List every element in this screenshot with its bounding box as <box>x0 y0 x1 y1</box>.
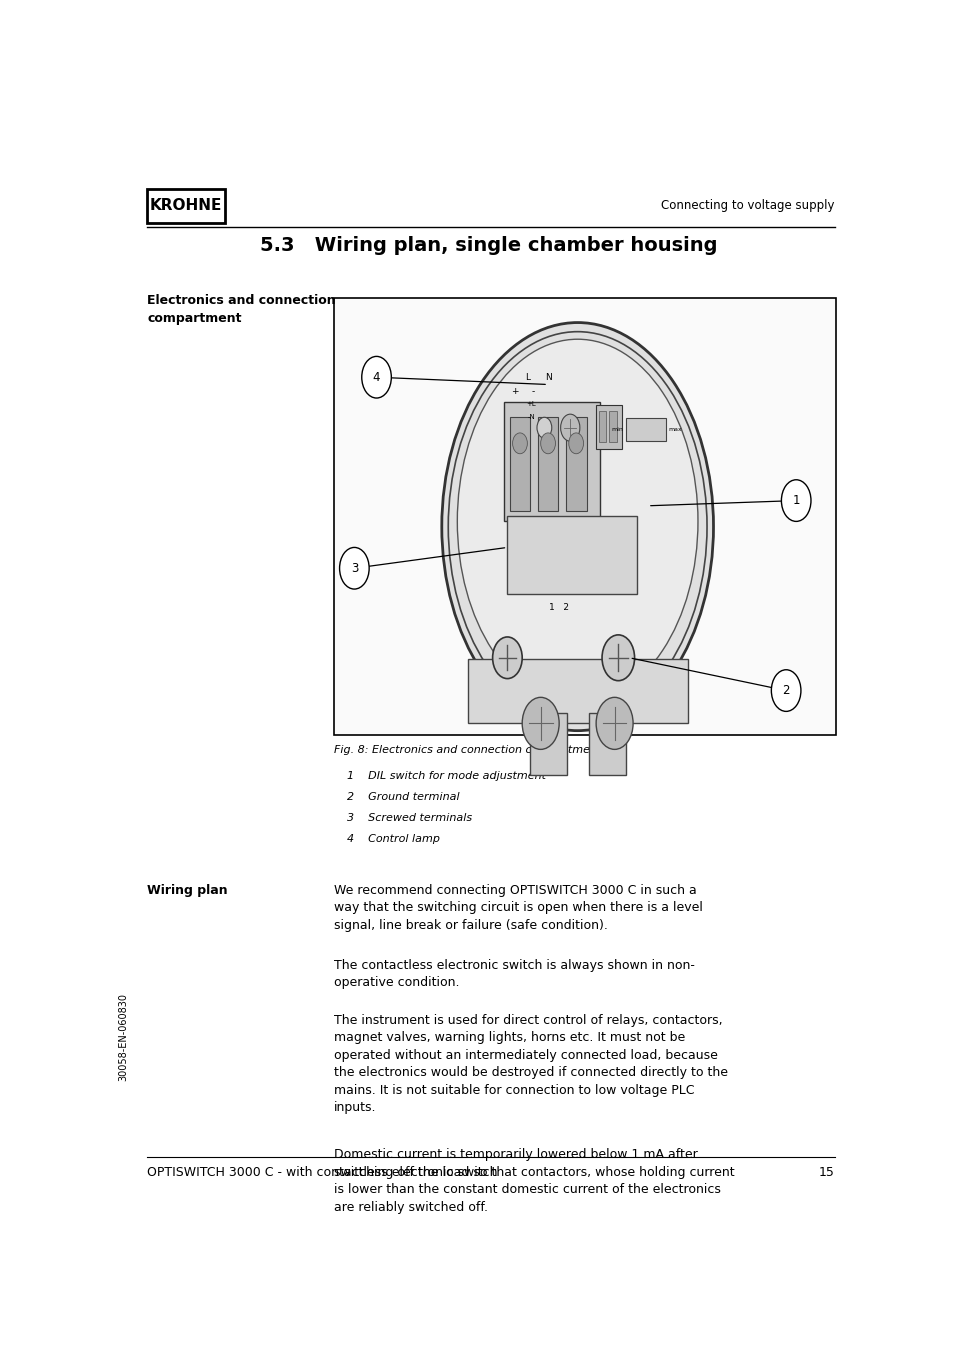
Text: L: L <box>525 373 530 383</box>
Bar <box>529 713 566 775</box>
Text: Domestic current is temporarily lowered below 1 mA after
switching off the load : Domestic current is temporarily lowered … <box>334 1148 734 1214</box>
Bar <box>509 418 530 511</box>
Text: 1    DIL switch for mode adjustment: 1 DIL switch for mode adjustment <box>347 771 545 781</box>
Text: 4: 4 <box>373 370 380 384</box>
Text: 5.3   Wiring plan, single chamber housing: 5.3 Wiring plan, single chamber housing <box>260 237 717 256</box>
Text: -: - <box>531 387 535 396</box>
Text: 2    Ground terminal: 2 Ground terminal <box>347 792 459 802</box>
Text: 3    Screwed terminals: 3 Screwed terminals <box>347 813 472 823</box>
Text: 2: 2 <box>781 684 789 698</box>
Circle shape <box>492 637 521 679</box>
Text: OPTISWITCH 3000 C - with contactless electronic switch: OPTISWITCH 3000 C - with contactless ele… <box>147 1165 497 1179</box>
Bar <box>565 418 586 511</box>
Text: +: + <box>511 387 518 396</box>
Text: 1: 1 <box>792 493 800 507</box>
Bar <box>507 516 636 595</box>
Circle shape <box>560 414 579 441</box>
Bar <box>334 297 836 735</box>
Text: 4    Control lamp: 4 Control lamp <box>347 834 439 844</box>
Text: 30058-EN-060830: 30058-EN-060830 <box>118 992 129 1080</box>
Ellipse shape <box>441 323 713 730</box>
Circle shape <box>568 433 583 454</box>
Ellipse shape <box>448 331 706 722</box>
Circle shape <box>771 669 801 711</box>
Text: We recommend connecting OPTISWITCH 3000 C in such a
way that the switching circu: We recommend connecting OPTISWITCH 3000 … <box>334 884 701 932</box>
Text: min: min <box>611 427 623 433</box>
Text: KROHNE: KROHNE <box>150 199 222 214</box>
Bar <box>625 418 666 441</box>
Bar <box>537 418 558 511</box>
Text: The instrument is used for direct control of relays, contactors,
magnet valves, : The instrument is used for direct contro… <box>334 1014 727 1114</box>
Text: Connecting to voltage supply: Connecting to voltage supply <box>660 200 834 212</box>
Circle shape <box>596 698 633 749</box>
Text: Electronics and connection
compartment: Electronics and connection compartment <box>147 295 335 326</box>
Bar <box>609 411 617 442</box>
Text: Wiring plan: Wiring plan <box>147 884 228 896</box>
Text: +L: +L <box>526 400 536 407</box>
Circle shape <box>601 635 634 680</box>
Text: 15: 15 <box>819 1165 834 1179</box>
Bar <box>598 411 606 442</box>
Text: max: max <box>668 427 681 433</box>
Text: Fig. 8: Electronics and connection compartment: Fig. 8: Electronics and connection compa… <box>334 745 600 756</box>
Bar <box>596 404 621 449</box>
Circle shape <box>361 357 391 397</box>
Bar <box>147 189 225 223</box>
Circle shape <box>537 418 551 438</box>
Text: 3: 3 <box>351 561 357 575</box>
Circle shape <box>521 698 558 749</box>
Bar <box>588 713 625 775</box>
Circle shape <box>339 548 369 589</box>
Circle shape <box>512 433 527 454</box>
Circle shape <box>781 480 810 522</box>
Circle shape <box>540 433 555 454</box>
Text: -N: -N <box>527 414 535 420</box>
Text: The contactless electronic switch is always shown in non-
operative condition.: The contactless electronic switch is alw… <box>334 959 694 990</box>
Bar <box>503 402 599 522</box>
Text: 1   2: 1 2 <box>549 603 569 611</box>
Text: N: N <box>544 373 551 383</box>
Bar <box>467 660 687 723</box>
Ellipse shape <box>456 339 698 703</box>
